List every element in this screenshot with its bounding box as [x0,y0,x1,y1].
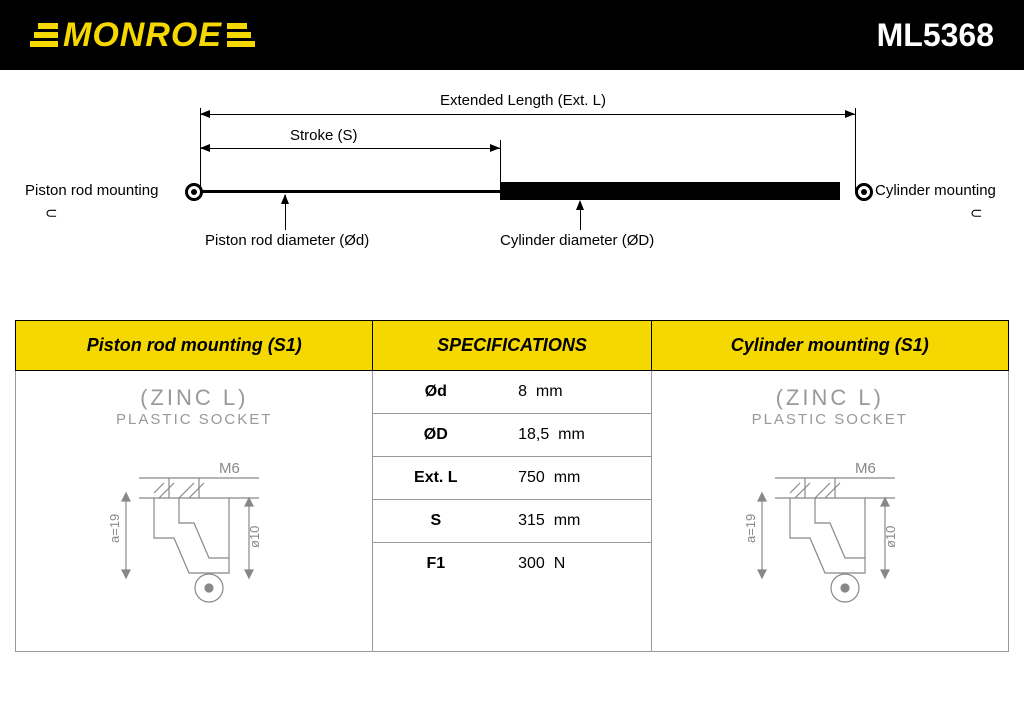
spec-row: S315 mm [373,500,650,543]
spec-table: Piston rod mounting (S1) SPECIFICATIONS … [15,320,1009,652]
svg-text:ø10: ø10 [247,526,262,548]
piston-mount-cell: (ZINC L) PLASTIC SOCKET M6 [16,371,373,652]
piston-mount-drawing: M6 a=19 [94,443,294,643]
piston-mount-side-label: Piston rod mounting [25,182,158,199]
cylinder-eye [855,183,873,201]
logo-wings-right [227,23,255,47]
svg-text:ø10: ø10 [883,526,898,548]
cyl-dia-label: Cylinder diameter (ØD) [500,232,654,249]
specs-header: SPECIFICATIONS [373,321,651,371]
svg-text:a=19: a=19 [743,514,758,543]
dim-ext-line [200,114,855,115]
cylinder-mount-cell: (ZINC L) PLASTIC SOCKET M6 [651,371,1009,652]
specs-inner-table: Ød8 mm ØD18,5 mm Ext. L750 mm S315 mm F1… [373,371,650,585]
spec-label: Ext. L [373,457,498,500]
brand-name: MONROE [63,16,222,55]
piston-rod [200,190,500,193]
cylinder-mount-icon: ⊂ [970,204,983,222]
spec-label: F1 [373,543,498,586]
spec-row: ØD18,5 mm [373,414,650,457]
spec-value: 750 mm [498,457,650,500]
spec-label: Ød [373,371,498,414]
svg-text:M6: M6 [855,460,876,477]
piston-material: (ZINC L) [24,385,364,411]
rod-dia-label: Piston rod diameter (Ød) [205,232,369,249]
cylinder-mount-drawing: M6 a=19 [730,443,930,643]
cylinder-body [500,182,840,200]
cylinder-mount-side-label: Cylinder mounting [875,182,996,199]
cylinder-type: PLASTIC SOCKET [660,411,1001,428]
spec-value: 300 N [498,543,650,586]
ext-length-label: Extended Length (Ext. L) [440,92,606,109]
spec-value: 315 mm [498,500,650,543]
logo-wings-left [30,23,58,47]
piston-header: Piston rod mounting (S1) [16,321,373,371]
dim-stroke-line [200,148,500,149]
dim-extent-right [855,108,856,193]
spec-row: Ød8 mm [373,371,650,414]
spec-row: Ext. L750 mm [373,457,650,500]
spec-label: S [373,500,498,543]
spec-label: ØD [373,414,498,457]
spec-value: 8 mm [498,371,650,414]
piston-rod-eye [185,183,203,201]
specs-cell: Ød8 mm ØD18,5 mm Ext. L750 mm S315 mm F1… [373,371,651,652]
svg-text:a=19: a=19 [107,514,122,543]
cylinder-material: (ZINC L) [660,385,1001,411]
brand-logo: MONROE [30,16,255,55]
cylinder-header: Cylinder mounting (S1) [651,321,1009,371]
spec-row: F1300 N [373,543,650,586]
piston-mount-icon: ⊂ [45,204,58,222]
part-number: ML5368 [877,17,994,54]
piston-type: PLASTIC SOCKET [24,411,364,428]
stroke-label: Stroke (S) [290,127,358,144]
svg-text:M6: M6 [219,460,240,477]
spec-value: 18,5 mm [498,414,650,457]
diagram-section: Extended Length (Ext. L) Stroke (S) Pist… [0,70,1024,320]
header-bar: MONROE ML5368 [0,0,1024,70]
spec-table-section: Piston rod mounting (S1) SPECIFICATIONS … [0,320,1024,652]
